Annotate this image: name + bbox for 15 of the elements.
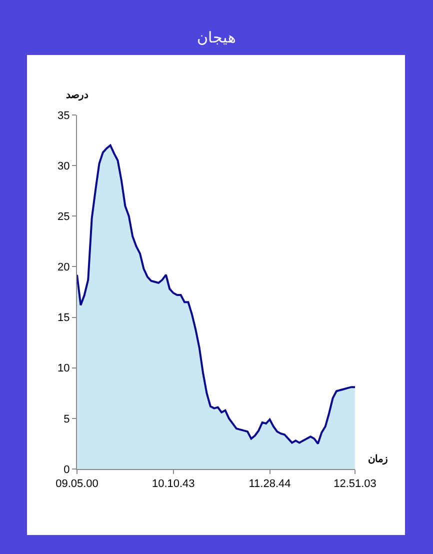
- x-tick-label: 09.05.00: [56, 478, 98, 490]
- y-tick-label: 35: [58, 110, 70, 122]
- y-tick-label: 0: [64, 464, 70, 476]
- x-tick-label: 10.10.43: [152, 478, 195, 490]
- y-tick-label: 20: [58, 262, 70, 274]
- chart-title: هیجان: [197, 29, 236, 46]
- y-tick-label: 25: [58, 210, 70, 223]
- y-tick-label: 15: [58, 312, 70, 324]
- y-axis-title: درصد: [66, 90, 89, 101]
- x-tick-label: 12.51.03: [334, 478, 376, 490]
- x-tick-label: 11.28.44: [248, 478, 291, 490]
- y-tick-label: 10: [58, 362, 70, 375]
- y-tick-label: 5: [64, 413, 70, 426]
- y-tick-label: 30: [58, 160, 70, 172]
- x-axis-title: زمان: [368, 454, 388, 465]
